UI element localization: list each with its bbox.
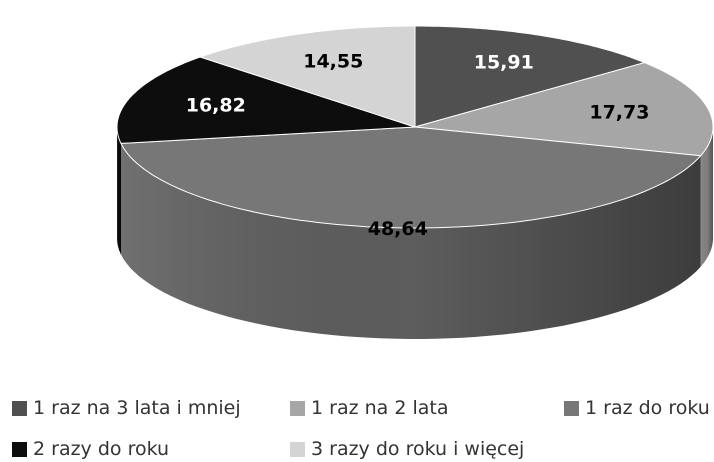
legend-swatch: [290, 400, 305, 416]
legend-label: 1 raz do roku: [585, 397, 710, 419]
pie-slice-0: [414, 25, 646, 128]
data-label-2: 48,64: [368, 218, 428, 240]
legend-swatch: [12, 400, 27, 416]
slice-side-shade-2: [121, 143, 701, 339]
pie-slice-1: [414, 62, 714, 157]
data-label-1: 17,73: [589, 101, 649, 123]
pie-sides: [117, 127, 713, 339]
pie-data-labels: 15,91 17,73 48,64 16,82 14,55: [186, 50, 650, 240]
legend-swatch: [12, 441, 27, 457]
pie-slice-3: [116, 56, 416, 144]
data-label-3: 16,82: [186, 95, 246, 117]
legend: 1 raz na 3 lata i mniej 1 raz na 2 lata …: [0, 388, 714, 462]
pie-slices: [116, 25, 714, 229]
pie-slice-2: [120, 126, 702, 229]
legend-item-1: 1 raz na 2 lata: [290, 397, 448, 419]
legend-item-4: 3 razy do roku i więcej: [290, 438, 524, 460]
legend-swatch: [564, 400, 579, 416]
pie-slice-4: [199, 25, 416, 128]
legend-label: 1 raz na 2 lata: [311, 397, 449, 419]
slice-side-shade-1: [700, 127, 713, 267]
legend-item-2: 1 raz do roku: [564, 397, 710, 419]
legend-label: 1 raz na 3 lata i mniej: [33, 397, 241, 419]
legend-label: 2 razy do roku: [33, 438, 170, 460]
legend-item-0: 1 raz na 3 lata i mniej: [12, 397, 241, 419]
slice-side-shade-3: [117, 127, 121, 255]
data-label-4: 14,55: [303, 50, 363, 72]
legend-label: 3 razy do roku i więcej: [311, 438, 525, 460]
legend-item-3: 2 razy do roku: [12, 438, 169, 460]
data-label-0: 15,91: [474, 52, 534, 74]
pie-chart: 15,91 17,73 48,64 16,82 14,55: [116, 25, 714, 339]
legend-swatch: [290, 441, 305, 457]
